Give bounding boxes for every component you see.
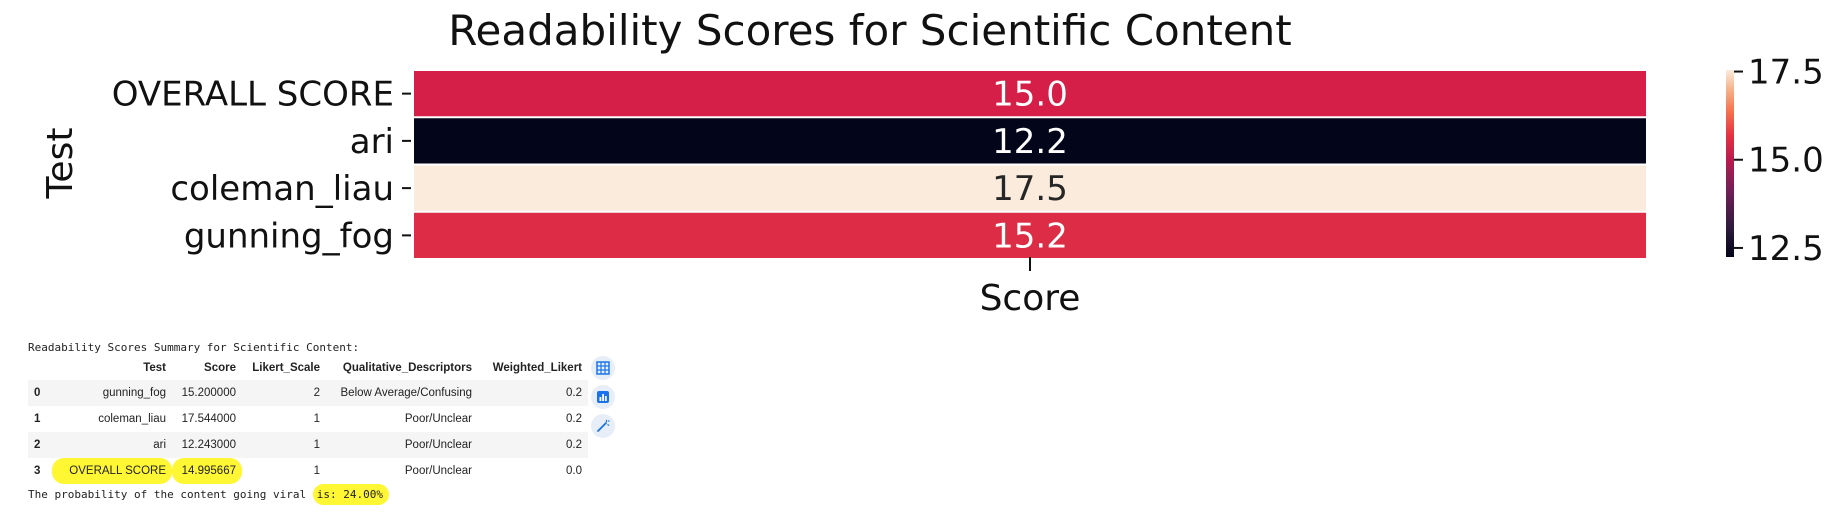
x-axis-label: Score bbox=[980, 278, 1081, 319]
magic-wand-icon[interactable] bbox=[591, 414, 615, 438]
cell-qualitative: Below Average/Confusing bbox=[340, 387, 473, 399]
cell-likert: 1 bbox=[313, 465, 320, 477]
chart-title: Readability Scores for Scientific Conten… bbox=[448, 6, 1292, 55]
y-tick-label: coleman_liau bbox=[170, 169, 394, 209]
cell-likert: 2 bbox=[313, 387, 320, 399]
cell-qualitative: Poor/Unclear bbox=[404, 465, 472, 477]
cell-score: 17.544000 bbox=[181, 413, 236, 425]
cell-weighted: 0.2 bbox=[566, 439, 582, 451]
heatmap-cell bbox=[414, 118, 1646, 164]
heatmap-chart: Readability Scores for Scientific Conten… bbox=[40, 6, 1824, 319]
chart-icon[interactable] bbox=[591, 385, 615, 409]
cell-value-label: 15.0 bbox=[992, 75, 1068, 115]
colorbar bbox=[1726, 70, 1734, 257]
heatmap-cell bbox=[414, 71, 1646, 117]
colorbar-tick-label: 12.5 bbox=[1748, 229, 1824, 269]
column-header-score: Score bbox=[204, 362, 236, 374]
summary-header: Readability Scores Summary for Scientifi… bbox=[28, 341, 360, 354]
cell-likert: 1 bbox=[313, 439, 320, 451]
cell-value-label: 17.5 bbox=[992, 169, 1068, 209]
y-axis-label: Test bbox=[40, 128, 81, 200]
cell-weighted: 0.0 bbox=[566, 465, 582, 477]
row-index: 2 bbox=[34, 439, 41, 451]
table-row: 0 gunning_fog 15.200000 2 Below Average/… bbox=[28, 380, 588, 406]
column-header-weighted: Weighted_Likert bbox=[492, 362, 582, 374]
cell-value-label: 12.2 bbox=[992, 122, 1068, 162]
table-row: 2 ari 12.243000 1 Poor/Unclear 0.2 bbox=[28, 432, 588, 458]
viral-value: is: 24.00% bbox=[312, 484, 390, 505]
cell-value-label: 15.2 bbox=[992, 216, 1068, 256]
y-tick-label: gunning_fog bbox=[184, 216, 394, 256]
cell-test: gunning_fog bbox=[102, 387, 166, 399]
output-toolbar bbox=[591, 356, 615, 438]
colorbar-tick-label: 17.5 bbox=[1748, 53, 1824, 93]
cell-likert: 1 bbox=[313, 413, 320, 425]
cell-test: ari bbox=[153, 439, 166, 451]
row-index: 3 bbox=[34, 465, 41, 477]
index-header bbox=[28, 356, 52, 380]
cell-score: 15.200000 bbox=[181, 387, 236, 399]
heatmap-cell bbox=[414, 165, 1646, 211]
y-tick-label: OVERALL SCORE bbox=[112, 75, 394, 115]
row-index: 1 bbox=[34, 413, 41, 425]
cell-test: OVERALL SCORE bbox=[52, 458, 172, 484]
table-icon[interactable] bbox=[591, 356, 615, 380]
row-index: 0 bbox=[34, 387, 41, 399]
colorbar-tick-label: 15.0 bbox=[1748, 141, 1824, 181]
column-header-qualitative: Qualitative_Descriptors bbox=[342, 362, 472, 374]
y-tick-label: ari bbox=[350, 122, 394, 162]
heatmap-cell bbox=[414, 212, 1646, 258]
table-row: 3 OVERALL SCORE 14.995667 1 Poor/Unclear… bbox=[28, 458, 588, 484]
column-header-test: Test bbox=[143, 362, 166, 374]
viral-probability: The probability of the content going vir… bbox=[28, 484, 390, 505]
table-row: 1 coleman_liau 17.544000 1 Poor/Unclear … bbox=[28, 406, 588, 432]
cell-qualitative: Poor/Unclear bbox=[404, 413, 472, 425]
column-header-likert: Likert_Scale bbox=[252, 362, 320, 374]
viral-prefix: The probability of the content going vir… bbox=[28, 488, 313, 501]
cell-weighted: 0.2 bbox=[566, 387, 582, 399]
table-header-row: Test Score Likert_Scale Qualitative_Desc… bbox=[28, 356, 588, 380]
cell-qualitative: Poor/Unclear bbox=[404, 439, 472, 451]
cell-score: 14.995667 bbox=[172, 458, 242, 484]
cell-test: coleman_liau bbox=[98, 413, 166, 425]
summary-table: Test Score Likert_Scale Qualitative_Desc… bbox=[28, 356, 588, 484]
cell-weighted: 0.2 bbox=[566, 413, 582, 425]
cell-score: 12.243000 bbox=[181, 439, 236, 451]
